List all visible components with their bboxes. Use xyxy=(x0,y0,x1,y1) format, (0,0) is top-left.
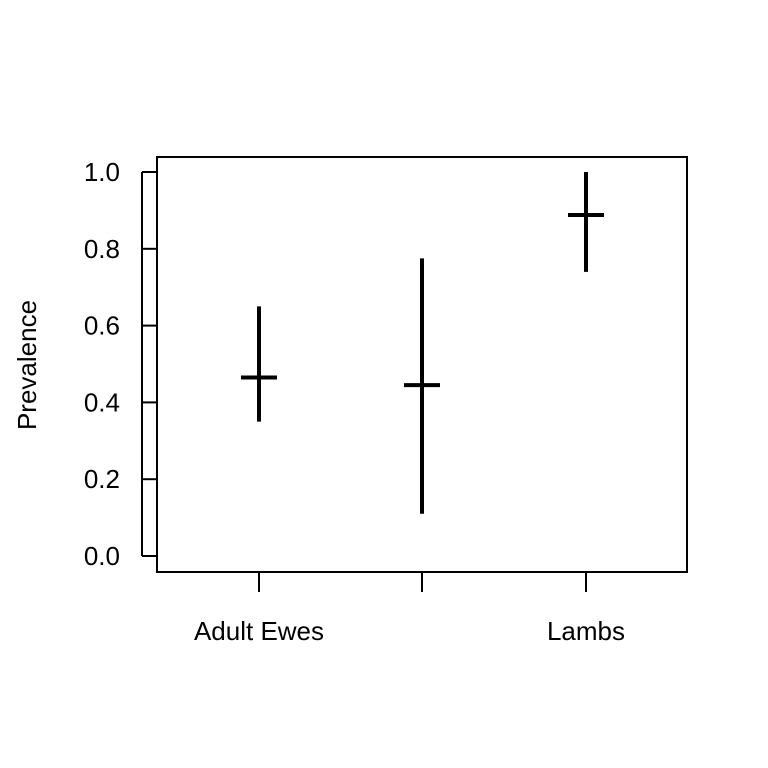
y-tick-label: 0.2 xyxy=(84,464,120,494)
y-tick-label: 0.4 xyxy=(84,387,120,417)
error-bars xyxy=(241,172,604,514)
y-tick-label: 1.0 xyxy=(84,157,120,187)
y-tick-label: 0.8 xyxy=(84,234,120,264)
y-tick-label: 0.6 xyxy=(84,311,120,341)
y-axis: 0.0 0.2 0.4 0.6 0.8 1.0 xyxy=(84,157,157,571)
x-axis: Adult Ewes Lambs xyxy=(194,572,625,646)
x-tick-label: Adult Ewes xyxy=(194,616,324,646)
y-axis-label: Prevalence xyxy=(12,300,42,430)
x-tick-label: Lambs xyxy=(547,616,625,646)
y-tick-label: 0.0 xyxy=(84,541,120,571)
